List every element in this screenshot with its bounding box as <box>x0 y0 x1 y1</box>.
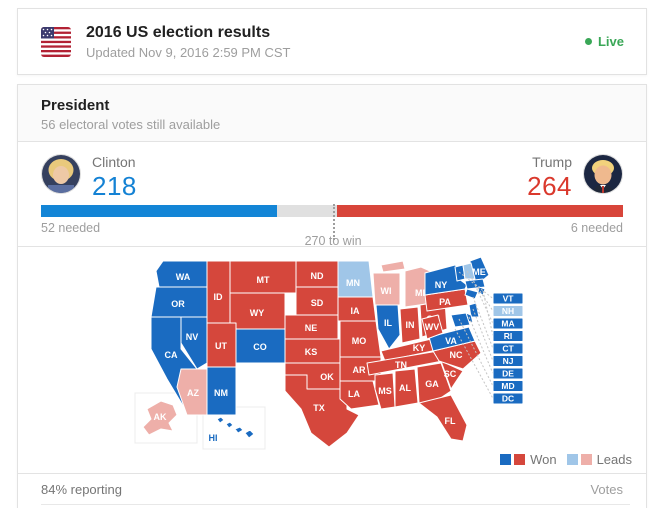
state-nj[interactable] <box>468 302 480 318</box>
leader-line-nj <box>472 308 494 362</box>
race-title: President <box>41 97 110 114</box>
state-mo[interactable] <box>339 320 382 358</box>
callout-nj[interactable] <box>492 355 524 367</box>
state-ut[interactable] <box>206 322 237 368</box>
state-mt[interactable] <box>229 260 297 294</box>
state-wa[interactable] <box>155 260 208 288</box>
us-flag-icon <box>41 26 71 57</box>
state-co[interactable] <box>235 328 286 364</box>
callout-ma[interactable] <box>492 317 524 330</box>
clinton-name: Clinton <box>92 154 136 170</box>
leader-line-dc <box>454 328 494 399</box>
state-ma[interactable] <box>464 278 486 290</box>
state-nh[interactable] <box>462 262 476 280</box>
votes-column-header: Votes <box>590 481 623 497</box>
state-wv[interactable] <box>421 314 444 340</box>
legend-leads-label: Leads <box>596 452 632 467</box>
state-wi[interactable] <box>372 272 401 306</box>
trump-name: Trump <box>532 154 572 170</box>
callout-md[interactable] <box>492 380 524 392</box>
reporting-status: 84% reporting <box>41 481 122 497</box>
live-dot-icon <box>584 38 592 45</box>
state-fl[interactable] <box>418 394 468 442</box>
state-nv[interactable] <box>180 316 208 370</box>
state-md[interactable] <box>450 312 471 328</box>
callout-ri[interactable] <box>492 330 524 342</box>
threshold-marker <box>333 204 336 240</box>
clinton-avatar <box>41 154 81 194</box>
state-hi[interactable] <box>216 416 255 439</box>
state-ks[interactable] <box>284 338 341 364</box>
trump-avatar <box>583 154 623 194</box>
callout-de[interactable] <box>492 367 524 380</box>
leader-line-ct <box>472 296 494 349</box>
results-card: President 56 electoral votes still avail… <box>17 84 647 508</box>
electoral-progress-bar <box>41 204 623 240</box>
state-al[interactable] <box>394 368 419 408</box>
state-la[interactable] <box>339 380 380 410</box>
race-header: President 56 electoral votes still avail… <box>18 85 646 142</box>
state-ne[interactable] <box>284 314 339 340</box>
leader-line-md <box>458 318 494 387</box>
state-sd[interactable] <box>295 286 339 316</box>
trump-electoral-votes: 264 <box>527 171 572 201</box>
race-subtitle: 56 electoral votes still available <box>41 117 221 132</box>
candidates-panel: Clinton 218 Trump 2 <box>18 142 646 248</box>
state-ak[interactable] <box>142 400 178 436</box>
reporting-footer: 84% reporting Votes <box>18 474 646 504</box>
trump-needed-label: 6 needed <box>570 221 623 235</box>
trump-bar-segment <box>337 205 623 217</box>
won-dem-swatch <box>500 454 512 465</box>
state-az[interactable] <box>176 368 208 416</box>
table-divider <box>41 504 630 505</box>
candidate-trump: Trump 264 <box>527 154 623 201</box>
clinton-bar-segment <box>41 205 277 217</box>
state-nd[interactable] <box>295 260 339 288</box>
map-legend: Won Leads <box>500 452 632 467</box>
won-rep-swatch <box>514 454 526 465</box>
state-ct[interactable] <box>464 288 479 300</box>
map-section: WA OR CA NV ID MT WY UT CO AZ NM ND SD NE KS OK TX MN IA MO… <box>18 247 646 474</box>
leads-rep-swatch <box>580 454 592 465</box>
callout-dc[interactable] <box>492 392 524 405</box>
state-wy[interactable] <box>229 292 286 330</box>
live-label: Live <box>597 34 624 49</box>
state-in[interactable] <box>399 306 421 344</box>
page-title: 2016 US election results <box>86 24 271 41</box>
clinton-needed-label: 52 needed <box>41 221 101 235</box>
leads-dem-swatch <box>566 454 578 465</box>
state-or[interactable] <box>150 286 208 318</box>
threshold-label: 270 to win <box>304 234 362 248</box>
callout-nh[interactable] <box>492 305 524 317</box>
callout-ct[interactable] <box>492 342 524 355</box>
state-sc[interactable] <box>440 360 464 390</box>
header-card: 2016 US election results Updated Nov 9, … <box>17 8 647 75</box>
state-il[interactable] <box>375 304 401 350</box>
live-badge: Live <box>584 34 624 49</box>
state-ia[interactable] <box>337 296 377 322</box>
candidate-clinton: Clinton 218 <box>41 154 137 201</box>
legend-won-label: Won <box>530 452 557 467</box>
state-id[interactable] <box>206 260 231 324</box>
clinton-electoral-votes: 218 <box>92 171 137 201</box>
state-mn[interactable] <box>337 260 374 298</box>
callout-vt[interactable] <box>492 292 524 305</box>
leader-line-ma <box>474 284 494 324</box>
updated-timestamp: Updated Nov 9, 2016 2:59 PM CST <box>86 45 291 60</box>
state-nm[interactable] <box>206 366 237 416</box>
state-ms[interactable] <box>374 372 396 410</box>
